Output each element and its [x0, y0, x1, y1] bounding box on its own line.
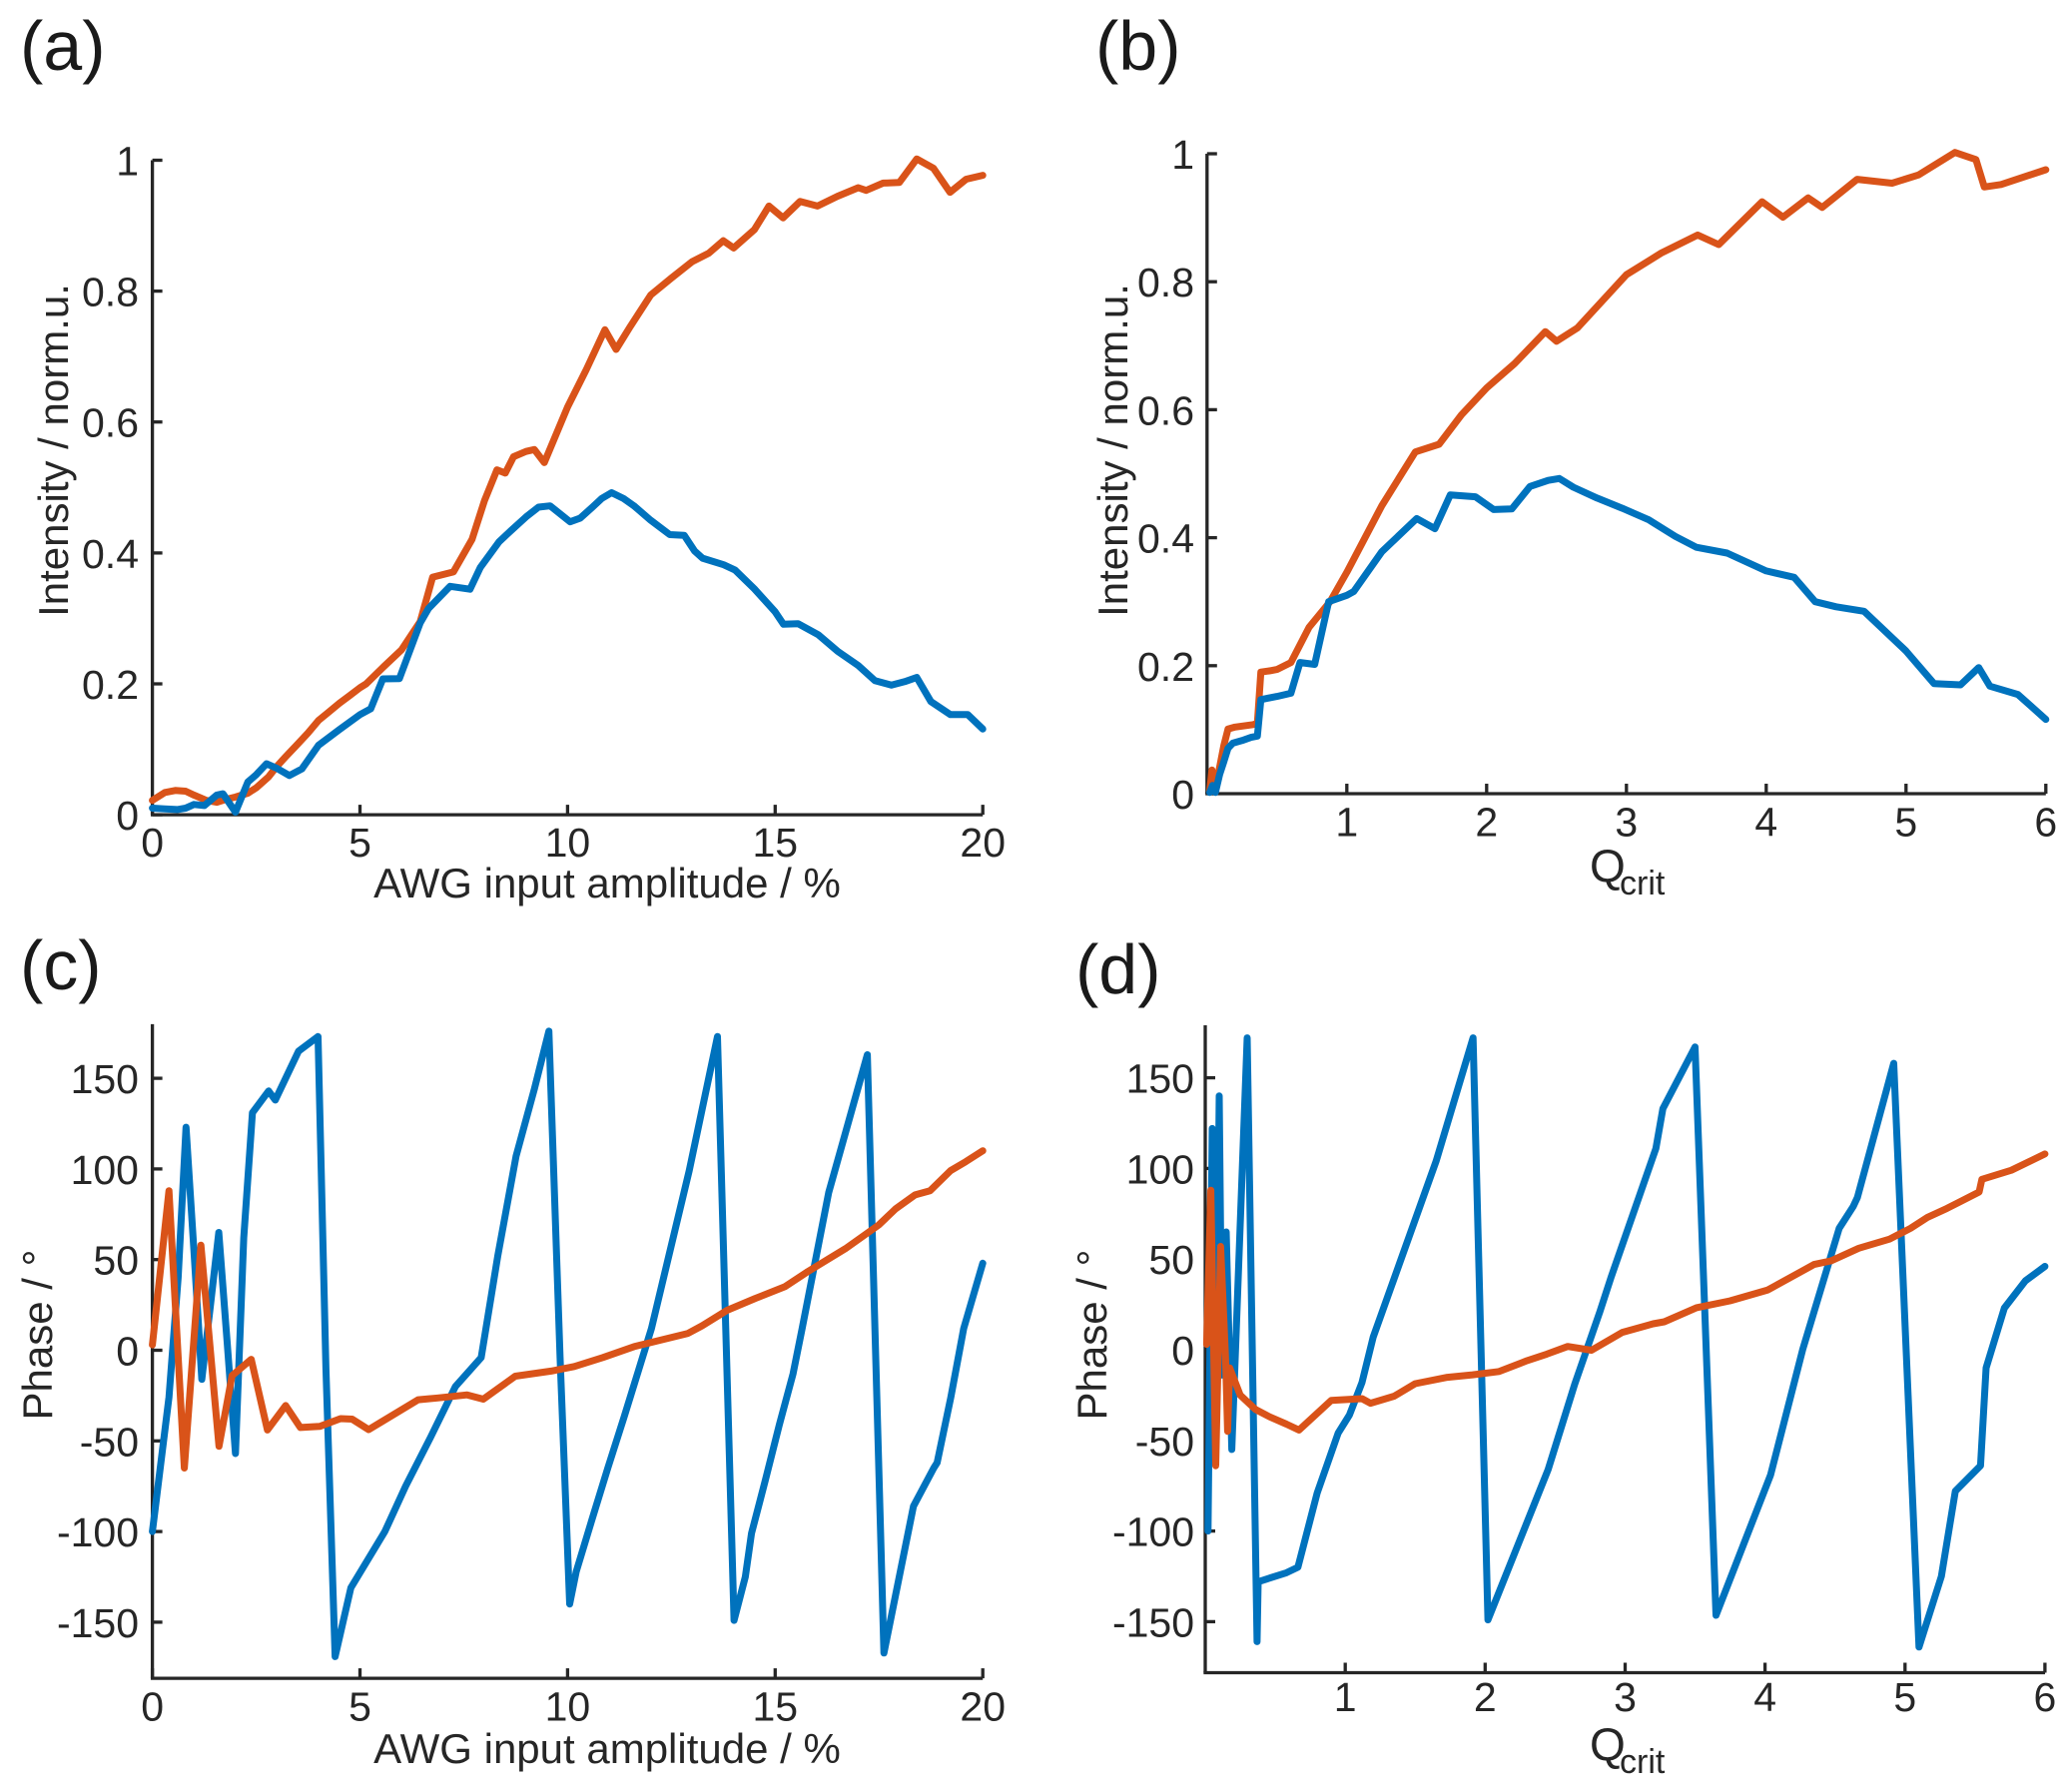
svg-text:-150: -150	[57, 1600, 139, 1646]
svg-text:4: 4	[1754, 799, 1777, 845]
svg-text:0: 0	[1171, 772, 1194, 818]
svg-text:100: 100	[1126, 1146, 1194, 1192]
svg-text:-50: -50	[80, 1419, 139, 1465]
svg-text:0.2: 0.2	[82, 662, 139, 708]
svg-text:-150: -150	[1112, 1599, 1194, 1645]
svg-text:1: 1	[1334, 1674, 1357, 1720]
svg-text:1: 1	[1335, 799, 1358, 845]
svg-text:6: 6	[2033, 1674, 2056, 1720]
svg-text:2: 2	[1474, 1674, 1497, 1720]
svg-text:15: 15	[752, 820, 798, 866]
svg-text:5: 5	[348, 820, 371, 866]
svg-text:(a): (a)	[20, 7, 106, 85]
svg-text:0: 0	[116, 1329, 139, 1375]
svg-text:0.6: 0.6	[1137, 387, 1194, 433]
svg-text:(c): (c)	[20, 926, 102, 1004]
svg-text:3: 3	[1615, 799, 1638, 845]
svg-text:6: 6	[2034, 799, 2057, 845]
svg-text:-50: -50	[1135, 1419, 1194, 1465]
svg-text:crit: crit	[1620, 1743, 1666, 1781]
svg-text:-100: -100	[57, 1509, 139, 1555]
svg-text:5: 5	[1893, 1674, 1916, 1720]
svg-text:0.2: 0.2	[1137, 644, 1194, 690]
svg-text:50: 50	[1148, 1237, 1194, 1283]
svg-text:2: 2	[1475, 799, 1498, 845]
svg-text:Intensity / norm.u.: Intensity / norm.u.	[30, 284, 77, 617]
svg-text:Phase / °: Phase / °	[14, 1250, 61, 1421]
svg-text:0.4: 0.4	[1137, 516, 1194, 562]
svg-text:crit: crit	[1620, 865, 1666, 902]
svg-text:1: 1	[1171, 132, 1194, 178]
svg-text:Intensity / norm.u.: Intensity / norm.u.	[1089, 284, 1136, 617]
svg-text:15: 15	[752, 1684, 798, 1730]
svg-text:20: 20	[960, 1684, 1006, 1730]
svg-text:100: 100	[71, 1147, 139, 1193]
svg-text:Q: Q	[1590, 840, 1626, 892]
svg-text:5: 5	[1894, 799, 1917, 845]
svg-text:50: 50	[93, 1238, 139, 1284]
svg-text:0.4: 0.4	[82, 531, 139, 577]
svg-text:Q: Q	[1590, 1718, 1626, 1770]
svg-text:4: 4	[1753, 1674, 1776, 1720]
svg-text:0: 0	[1171, 1328, 1194, 1374]
svg-text:10: 10	[545, 820, 591, 866]
svg-text:0.8: 0.8	[82, 270, 139, 315]
svg-text:3: 3	[1614, 1674, 1637, 1720]
svg-text:AWG input amplitude / %: AWG input amplitude / %	[373, 860, 841, 906]
svg-text:-100: -100	[1112, 1509, 1194, 1555]
svg-text:0.6: 0.6	[82, 400, 139, 446]
svg-text:20: 20	[960, 820, 1006, 866]
svg-text:150: 150	[71, 1056, 139, 1102]
svg-text:(b): (b)	[1095, 7, 1181, 85]
svg-text:Phase / °: Phase / °	[1068, 1250, 1115, 1421]
svg-text:0: 0	[141, 820, 164, 866]
svg-text:10: 10	[545, 1684, 591, 1730]
svg-text:5: 5	[348, 1684, 371, 1730]
svg-text:(d): (d)	[1075, 930, 1161, 1008]
svg-text:AWG input amplitude / %: AWG input amplitude / %	[373, 1725, 841, 1772]
svg-text:1: 1	[116, 139, 139, 185]
svg-text:150: 150	[1126, 1056, 1194, 1102]
svg-text:0: 0	[141, 1684, 164, 1730]
svg-text:0: 0	[116, 793, 139, 839]
svg-text:0.8: 0.8	[1137, 260, 1194, 305]
